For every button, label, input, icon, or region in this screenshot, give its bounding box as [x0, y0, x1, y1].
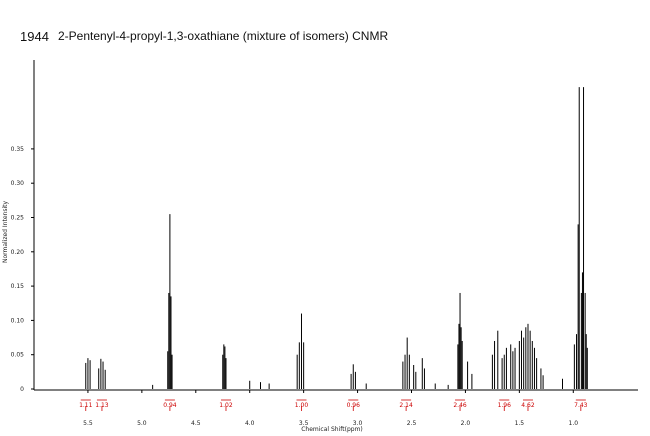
integration-label: 4.62: [521, 402, 535, 409]
page-title: 2-Pentenyl-4-propyl-1,3-oxathiane (mixtu…: [58, 29, 389, 43]
peak-group: [85, 87, 588, 389]
integration-label: 7.43: [574, 402, 588, 409]
y-tick-label: 0.15: [11, 283, 25, 290]
y-tick-label: 0.05: [11, 352, 25, 359]
integration-label: 2.14: [399, 402, 413, 409]
x-axis-label: Chemical Shift(ppm): [301, 426, 363, 433]
axes: [33, 60, 638, 391]
x-tick-label: 1.5: [515, 420, 525, 427]
x-tick-label: 3.0: [353, 420, 363, 427]
integration-group: 1.11 1.13 0.94 1.02 1.00 0.96 2.14 2.46 1.96 4.62…: [79, 399, 588, 411]
x-tick-label: 2.0: [461, 420, 471, 427]
integration-label: 0.94: [163, 402, 177, 409]
integration-label: 1.02: [219, 402, 233, 409]
integration-label: 1.11: [79, 402, 93, 409]
integration-label: 1.96: [498, 402, 512, 409]
y-tick-label: 0.10: [11, 317, 25, 324]
y-tick-label: 0.25: [11, 215, 25, 222]
x-tick-label: 5.0: [137, 420, 147, 427]
y-tick-label: 0.20: [11, 249, 25, 256]
y-tick-label: 0: [20, 386, 24, 393]
integration-label: 2.46: [453, 402, 467, 409]
integration-label: 1.00: [295, 402, 309, 409]
x-tick-label: 5.5: [83, 420, 93, 427]
integration-label: 0.96: [347, 402, 361, 409]
y-tick-label: 0.30: [11, 180, 25, 187]
spectrum-id: 1944: [20, 29, 49, 44]
x-tick-label: 2.5: [407, 420, 417, 427]
integration-label: 1.13: [95, 402, 109, 409]
x-tick-label: 1.0: [569, 420, 579, 427]
y-tick-label: 0.35: [11, 146, 25, 153]
x-tick-label: 4.0: [245, 420, 255, 427]
x-tick-label: 4.5: [191, 420, 201, 427]
y-axis-label: Normalized Intensity: [2, 201, 9, 263]
x-tick-label: 3.5: [299, 420, 309, 427]
tick-group: 5.5 5.0 4.5 4.0 3.5 3.0 2.5 2.0 1.5 1.000.050.100…: [11, 146, 579, 427]
